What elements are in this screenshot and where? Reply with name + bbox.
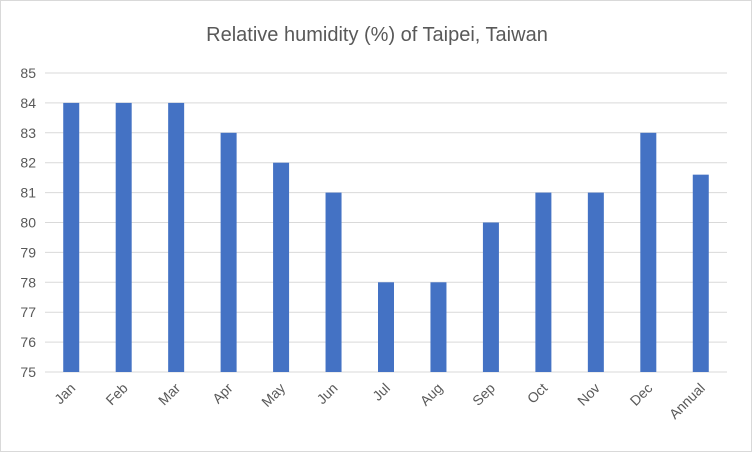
y-tick-label: 76 <box>20 334 36 350</box>
bar-feb <box>115 102 132 373</box>
y-tick-label: 78 <box>20 274 36 290</box>
x-category-label: Nov <box>574 380 603 409</box>
x-category-label: Apr <box>209 380 236 407</box>
x-category-label: Jun <box>313 380 340 407</box>
x-category-label: May <box>258 380 288 410</box>
y-tick-label: 84 <box>20 95 36 111</box>
bar-oct <box>535 192 552 372</box>
y-tick-label: 80 <box>20 215 36 231</box>
y-tick-label: 75 <box>20 364 36 380</box>
chart-title: Relative humidity (%) of Taipei, Taiwan <box>206 24 548 46</box>
bar-mar <box>168 102 185 373</box>
x-axis-category-labels: Jan Feb Mar Apr May Jun Jul Aug Sep Oct Nov Dec Annu… <box>51 380 708 422</box>
bars <box>63 102 709 373</box>
x-category-label: Jul <box>369 380 393 404</box>
bar-may <box>273 162 290 372</box>
bar-jun <box>325 192 342 372</box>
y-tick-label: 77 <box>20 304 36 320</box>
x-category-label: Annual <box>666 380 708 422</box>
x-category-label: Jan <box>51 380 78 407</box>
gridlines <box>45 72 727 373</box>
x-category-label: Sep <box>469 380 498 409</box>
x-category-label: Oct <box>524 380 551 407</box>
y-axis-tick-labels: 75 76 77 78 79 80 81 82 83 84 85 <box>20 65 36 380</box>
bar-annual <box>692 174 709 372</box>
bar-sep <box>482 222 499 372</box>
bar-jan <box>63 102 80 373</box>
x-category-label: Feb <box>102 380 131 409</box>
bar-jul <box>378 282 394 372</box>
y-tick-label: 85 <box>20 65 36 81</box>
bar-nov <box>587 192 604 372</box>
x-category-label: Mar <box>155 380 184 409</box>
bar-apr <box>220 132 237 372</box>
bar-aug <box>430 282 447 372</box>
y-tick-label: 79 <box>20 244 36 260</box>
x-category-label: Aug <box>417 380 446 409</box>
bar-dec <box>640 132 657 372</box>
y-tick-label: 82 <box>20 155 36 171</box>
x-category-label: Dec <box>627 380 656 409</box>
y-tick-label: 83 <box>20 125 36 141</box>
y-tick-label: 81 <box>20 185 36 201</box>
